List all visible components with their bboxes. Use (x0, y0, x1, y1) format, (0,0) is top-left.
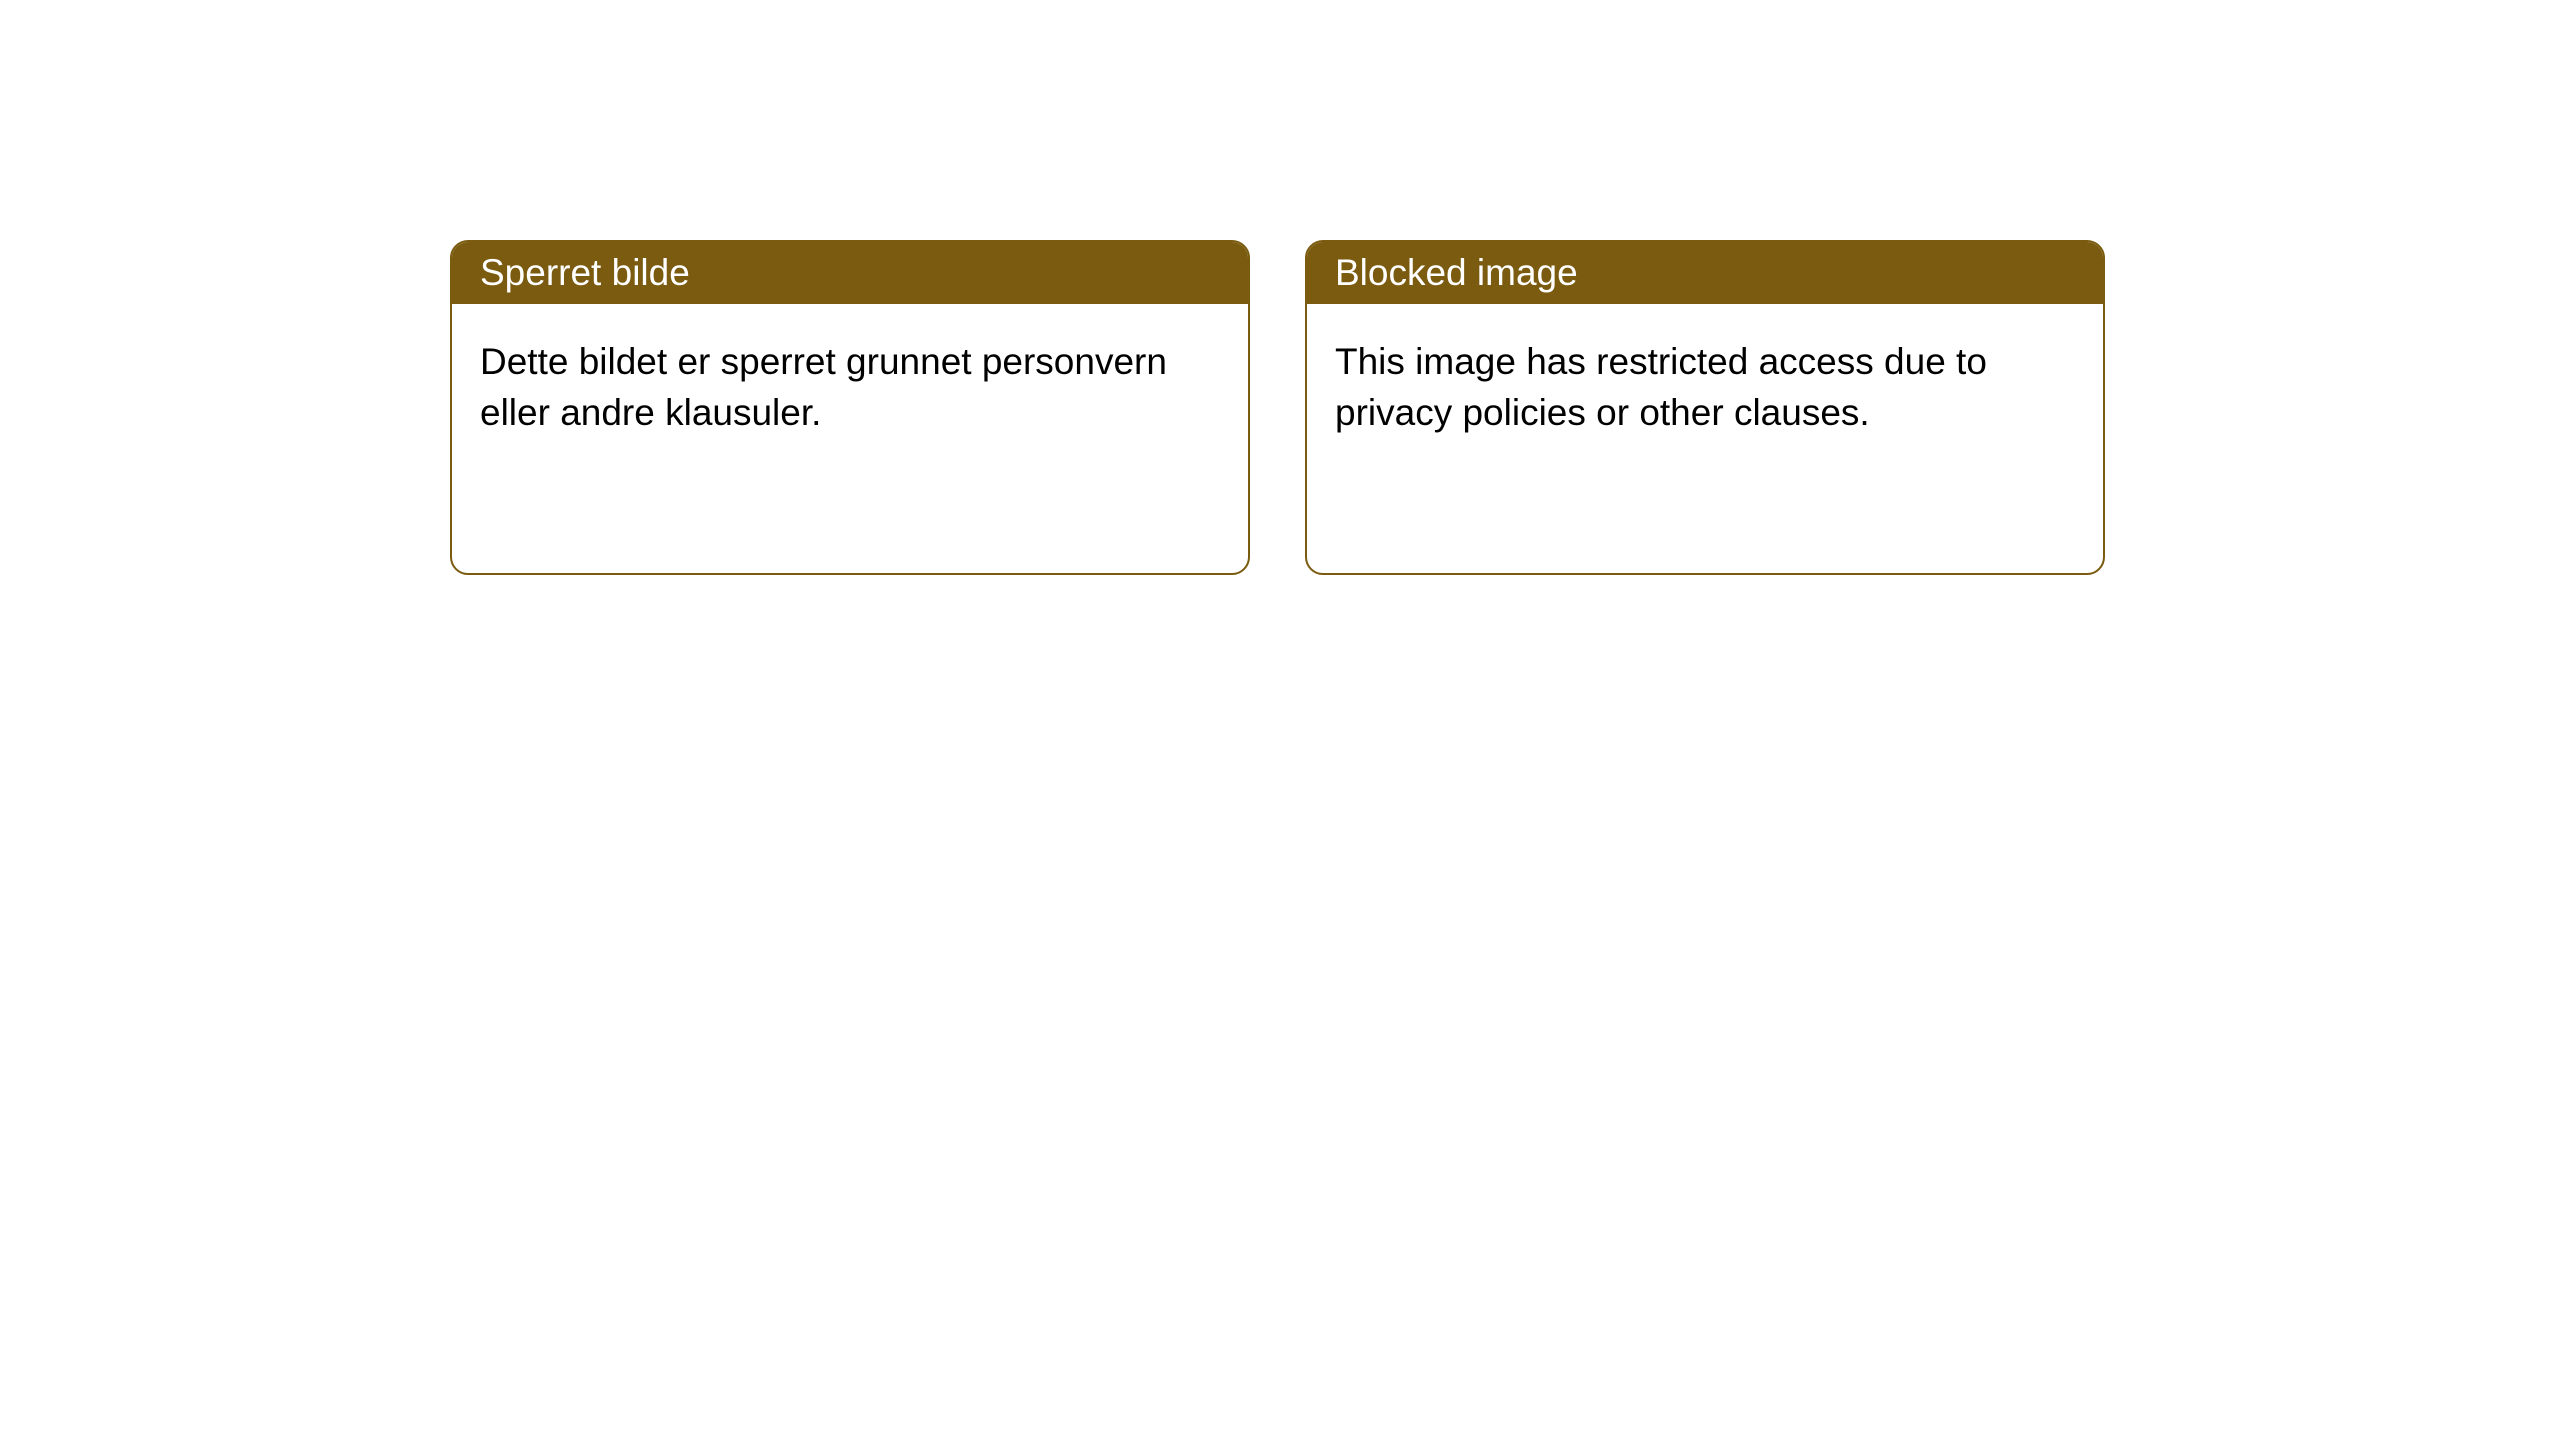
notice-header: Sperret bilde (452, 242, 1248, 304)
notice-body: Dette bildet er sperret grunnet personve… (452, 304, 1248, 470)
notice-body: This image has restricted access due to … (1307, 304, 2103, 470)
notice-header: Blocked image (1307, 242, 2103, 304)
notice-card-norwegian: Sperret bilde Dette bildet er sperret gr… (450, 240, 1250, 575)
notice-card-english: Blocked image This image has restricted … (1305, 240, 2105, 575)
notice-cards-container: Sperret bilde Dette bildet er sperret gr… (450, 240, 2560, 575)
